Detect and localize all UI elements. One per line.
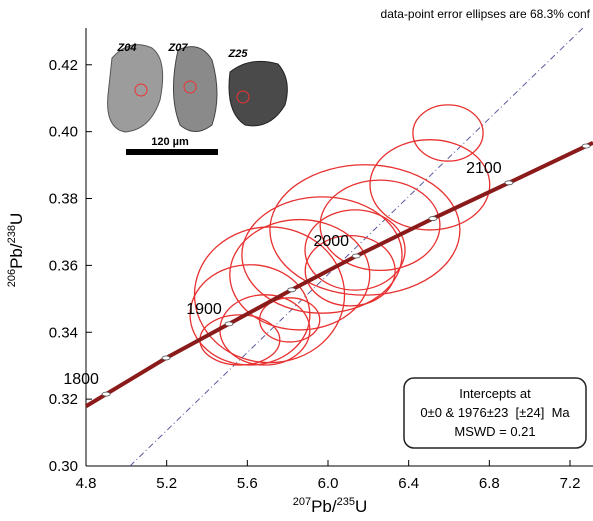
y-tick-label: 0.42 <box>49 57 78 74</box>
x-tick-label: 6.8 <box>479 475 500 492</box>
x-label-part: U <box>355 497 367 516</box>
result-line: Intercepts at <box>459 386 531 401</box>
plot: 4.8 5.2 5.6 6.0 6.4 6.8 7.2 0.30 0.32 0.34 0.36 0.3… <box>49 27 593 492</box>
y-label-part: 206 <box>6 269 18 287</box>
y-label-part: 238 <box>6 225 18 243</box>
age-label: 1800 <box>63 371 99 388</box>
concordia-marker <box>504 180 514 186</box>
y-tick-label: 0.34 <box>49 324 78 341</box>
y-tick-label: 0.36 <box>49 257 78 274</box>
spot <box>236 90 250 104</box>
x-axis-label: 207Pb/235U <box>293 496 368 516</box>
error-ellipse <box>412 104 484 162</box>
x-label-part: Pb/ <box>311 497 337 516</box>
error-ellipse <box>319 179 441 272</box>
grain-label: Z04 <box>117 42 137 54</box>
discordia-line <box>129 27 584 467</box>
y-tick-label: 0.30 <box>49 458 78 475</box>
note-top: data-point error ellipses are 68.3% conf <box>381 7 591 21</box>
error-ellipse <box>241 196 403 314</box>
result-line: MSWD = 0.21 <box>454 424 535 439</box>
grain-label: Z07 <box>168 42 189 54</box>
y-axis-label: 206Pb/238U <box>6 213 26 288</box>
x-label-part: 207 <box>293 496 311 508</box>
x-tick-label: 5.6 <box>237 475 258 492</box>
spot <box>134 83 148 97</box>
x-tick-label: 7.2 <box>560 475 581 492</box>
age-label: 2100 <box>466 160 502 177</box>
y-tick-label: 0.32 <box>49 391 78 408</box>
x-label-part: 235 <box>337 496 355 508</box>
concordia-marker <box>101 391 111 397</box>
grain-label: Z25 <box>228 48 249 60</box>
scale-label: 120 µm <box>151 136 189 148</box>
grain-image <box>228 60 288 127</box>
error-ellipse <box>229 218 371 331</box>
y-label-part: U <box>7 213 26 225</box>
concordia-curve <box>105 144 588 396</box>
concordia-marker <box>351 253 361 259</box>
age-label: 1900 <box>186 301 222 318</box>
result-line: 0±0 & 1976±23 [±24] Ma <box>420 405 570 420</box>
x-tick-label: 5.2 <box>156 475 177 492</box>
concordia-marker <box>581 143 591 149</box>
y-tick-label: 0.40 <box>49 124 78 141</box>
x-tick-label: 6.0 <box>318 475 339 492</box>
inset: Z04 Z07 Z25 120 µm <box>107 42 288 155</box>
spot <box>183 80 197 94</box>
y-label-part: Pb/ <box>7 243 26 269</box>
error-ellipse <box>304 234 396 307</box>
x-tick-label: 6.4 <box>398 475 419 492</box>
error-ellipse <box>258 297 321 343</box>
concordia-marker <box>287 287 297 293</box>
concordia-marker <box>224 321 234 327</box>
y-tick-label: 0.38 <box>49 191 78 208</box>
error-ellipse <box>369 139 491 231</box>
result-box <box>403 377 587 449</box>
scale-bar <box>126 149 218 155</box>
x-tick-label: 4.8 <box>76 475 97 492</box>
error-ellipse <box>304 209 406 291</box>
concordia-marker <box>161 355 171 361</box>
error-ellipse <box>189 264 311 366</box>
concordia-marker <box>428 216 438 221</box>
concordia-extension <box>84 392 108 408</box>
age-label: 2000 <box>313 233 349 250</box>
